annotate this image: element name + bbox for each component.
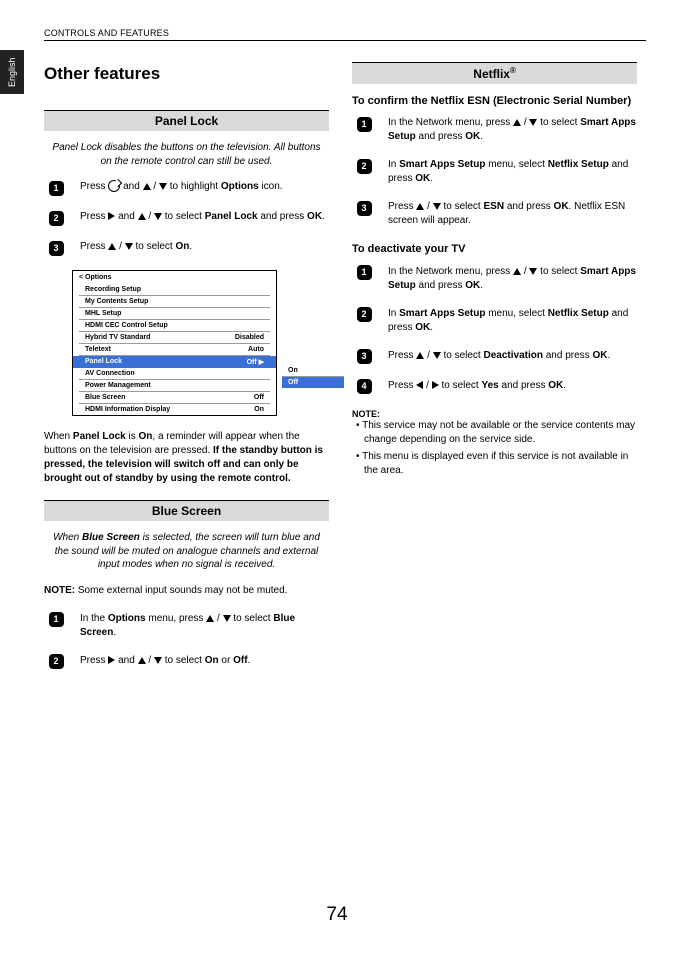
netflix-esn-step-3: 3 Press / to select ESN and press OK. Ne… — [352, 200, 637, 228]
step-text: Press and / to highlight Options icon. — [68, 180, 329, 196]
down-icon — [159, 183, 167, 190]
main-title: Other features — [44, 64, 160, 84]
step-number: 1 — [44, 180, 68, 196]
osd-row: HDMI Information DisplayOn — [79, 404, 270, 415]
blue-screen-step-1: 1 In the Options menu, press / to select… — [44, 612, 329, 640]
osd-row: Panel LockOff ▶ — [73, 356, 276, 368]
note-list: This service may not be available or the… — [352, 419, 637, 478]
page-header: CONTROLS AND FEATURES — [44, 28, 169, 38]
osd-row: Recording Setup — [79, 284, 270, 296]
page-number: 74 — [0, 904, 674, 926]
up-icon — [143, 183, 151, 190]
down-icon — [223, 615, 231, 622]
osd-row: Power Management — [79, 380, 270, 392]
step-number: 1 — [44, 612, 68, 628]
blue-screen-heading: Blue Screen — [44, 500, 329, 521]
step-number: 2 — [352, 158, 376, 174]
netflix-deact-step-2: 2 In Smart Apps Setup menu, select Netfl… — [352, 307, 637, 335]
right-column: Netflix® To confirm the Netflix ESN (Ele… — [352, 62, 637, 481]
osd-popup-row: On — [282, 365, 344, 377]
blue-screen-step-2: 2 Press and / to select On or Off. — [44, 654, 329, 670]
netflix-heading: Netflix® — [352, 62, 637, 84]
netflix-deact-step-4: 4 Press / to select Yes and press OK. — [352, 379, 637, 395]
step-number: 3 — [352, 200, 376, 216]
step-number: 1 — [352, 116, 376, 132]
step-number: 2 — [352, 307, 376, 323]
options-osd: < Options Recording SetupMy Contents Set… — [72, 270, 277, 416]
up-icon — [138, 657, 146, 664]
step-text: In the Network menu, press / to select S… — [376, 265, 637, 293]
left-column: Panel Lock Panel Lock disables the butto… — [44, 110, 329, 684]
panel-lock-intro: Panel Lock disables the buttons on the t… — [44, 141, 329, 168]
up-icon — [206, 615, 214, 622]
step-text: Press and / to select On or Off. — [68, 654, 329, 670]
osd-row: Hybrid TV StandardDisabled — [79, 332, 270, 344]
step-number: 2 — [44, 654, 68, 670]
step-text: In the Options menu, press / to select B… — [68, 612, 329, 640]
step-number: 3 — [44, 240, 68, 256]
netflix-esn-step-1: 1 In the Network menu, press / to select… — [352, 116, 637, 144]
up-icon — [513, 268, 521, 275]
osd-row: MHL Setup — [79, 308, 270, 320]
step-text: Press / to select Deactivation and press… — [376, 349, 637, 365]
down-icon — [154, 657, 162, 664]
osd-row: TeletextAuto — [79, 344, 270, 356]
panel-lock-note: When Panel Lock is On, a reminder will a… — [44, 430, 329, 486]
header-divider — [44, 40, 646, 41]
netflix-esn-subhead: To confirm the Netflix ESN (Electronic S… — [352, 94, 637, 108]
panel-lock-step-1: 1 Press and / to highlight Options icon. — [44, 180, 329, 196]
panel-lock-step-2: 2 Press and / to select Panel Lock and p… — [44, 210, 329, 226]
quick-icon — [108, 180, 120, 192]
netflix-deact-step-3: 3 Press / to select Deactivation and pre… — [352, 349, 637, 365]
osd-popup: OnOff — [282, 365, 344, 388]
osd-popup-row: Off — [282, 377, 344, 388]
note-label: NOTE: — [352, 409, 637, 419]
down-icon — [125, 243, 133, 250]
panel-lock-step-3: 3 Press / to select On. — [44, 240, 329, 256]
blue-screen-note: NOTE: Some external input sounds may not… — [44, 584, 329, 598]
up-icon — [138, 213, 146, 220]
step-number: 3 — [352, 349, 376, 365]
step-text: Press / to select Yes and press OK. — [376, 379, 637, 395]
step-number: 4 — [352, 379, 376, 395]
up-icon — [513, 119, 521, 126]
osd-row: My Contents Setup — [79, 296, 270, 308]
osd-row: Blue ScreenOff — [79, 392, 270, 404]
note-item: This service may not be available or the… — [356, 419, 637, 447]
step-number: 2 — [44, 210, 68, 226]
down-icon — [433, 352, 441, 359]
panel-lock-heading: Panel Lock — [44, 110, 329, 131]
blue-screen-intro: When Blue Screen is selected, the screen… — [44, 531, 329, 572]
netflix-deact-step-1: 1 In the Network menu, press / to select… — [352, 265, 637, 293]
language-tab: English — [0, 50, 24, 94]
step-text: Press and / to select Panel Lock and pre… — [68, 210, 329, 226]
note-item: This menu is displayed even if this serv… — [356, 450, 637, 478]
osd-row: AV Connection — [79, 368, 270, 380]
step-text: Press / to select ESN and press OK. Netf… — [376, 200, 637, 228]
step-text: In Smart Apps Setup menu, select Netflix… — [376, 158, 637, 186]
netflix-deactivate-subhead: To deactivate your TV — [352, 242, 637, 256]
down-icon — [433, 203, 441, 210]
step-text: In Smart Apps Setup menu, select Netflix… — [376, 307, 637, 335]
step-text: In the Network menu, press / to select S… — [376, 116, 637, 144]
right-icon — [432, 381, 439, 389]
step-number: 1 — [352, 265, 376, 281]
netflix-esn-step-2: 2 In Smart Apps Setup menu, select Netfl… — [352, 158, 637, 186]
osd-title: < Options — [73, 271, 276, 284]
osd-row: HDMI CEC Control Setup — [79, 320, 270, 332]
down-icon — [154, 213, 162, 220]
step-text: Press / to select On. — [68, 240, 329, 256]
